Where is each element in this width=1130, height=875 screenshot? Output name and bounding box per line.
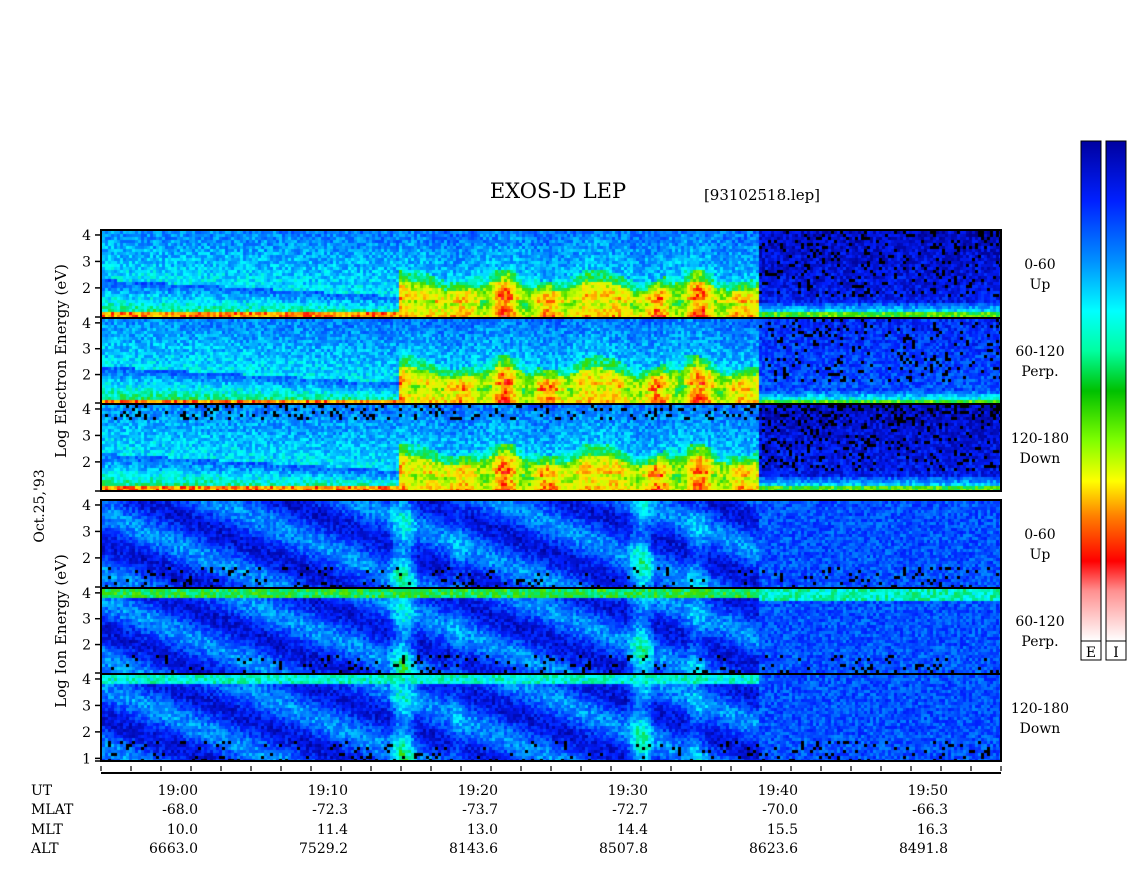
- orbit-row-value: 19:50: [908, 783, 948, 799]
- orbit-row-value: 13.0: [467, 822, 498, 838]
- y-tick-label: 2: [82, 455, 91, 471]
- y-tick-label: 3: [82, 698, 91, 714]
- orbit-row-value: 19:10: [308, 783, 348, 799]
- y-tick-label: 3: [82, 612, 91, 628]
- y-tick-label: 4: [82, 228, 91, 244]
- orbit-row-value: -73.7: [462, 802, 498, 818]
- ion-frame: [100, 499, 1002, 762]
- ion-panel-up: [102, 501, 1000, 587]
- y-tick-label: 2: [82, 725, 91, 741]
- orbit-row-value: -70.0: [762, 802, 798, 818]
- y-tick-label: 4: [82, 672, 91, 688]
- ion-colorbar: [1105, 140, 1127, 642]
- orbit-row-label: MLAT: [31, 802, 74, 818]
- orbit-row-label: MLT: [31, 822, 63, 838]
- orbit-row-label: ALT: [30, 841, 59, 857]
- orbit-row-value: 19:00: [158, 783, 198, 799]
- y-tick-label: 1: [82, 751, 91, 767]
- direction-label: Perp.: [1021, 634, 1058, 650]
- orbit-row-value: 19:40: [758, 783, 798, 799]
- orbit-row-value: 8491.8: [899, 841, 948, 857]
- orbit-row-value: 6663.0: [149, 841, 198, 857]
- ion-panel-perp: [102, 589, 1000, 673]
- pitch-angle-label: 0-60: [1024, 257, 1055, 273]
- orbit-row-value: -72.7: [612, 802, 648, 818]
- y-tick-label: 4: [82, 316, 91, 332]
- direction-label: Up: [1030, 277, 1051, 293]
- direction-label: Down: [1020, 721, 1061, 737]
- orbit-row-value: 8143.6: [449, 841, 498, 857]
- ion-ylabel: Log Ion Energy (eV): [52, 554, 70, 708]
- pitch-angle-label: 120-180: [1011, 431, 1069, 447]
- colorbar-e-label: E: [1086, 645, 1096, 661]
- orbit-row-value: 8623.6: [749, 841, 798, 857]
- electron-ylabel: Log Electron Energy (eV): [52, 264, 70, 458]
- y-tick-label: 4: [82, 498, 91, 514]
- orbit-row-value: 7529.2: [299, 841, 348, 857]
- y-tick-label: 2: [82, 281, 91, 297]
- electron-frame: [100, 229, 1002, 492]
- y-tick-label: 3: [82, 254, 91, 270]
- orbit-row-value: 8507.8: [599, 841, 648, 857]
- orbit-row-label: UT: [31, 783, 53, 799]
- y-tick-label: 2: [82, 551, 91, 567]
- y-tick-label: 3: [82, 342, 91, 358]
- orbit-row-value: 16.3: [917, 822, 948, 838]
- direction-label: Down: [1020, 451, 1061, 467]
- electron-panel-up: [102, 231, 1000, 317]
- orbit-row-value: -66.3: [912, 802, 948, 818]
- orbit-row-value: 11.4: [317, 822, 348, 838]
- y-tick-label: 4: [82, 402, 91, 418]
- electron-panel-perp: [102, 319, 1000, 403]
- y-tick-label: 3: [82, 524, 91, 540]
- pitch-angle-label: 60-120: [1015, 344, 1064, 360]
- ion-panel-down: [102, 675, 1000, 761]
- orbit-row-value: 14.4: [617, 822, 648, 838]
- orbit-row-value: 19:30: [608, 783, 648, 799]
- date-label: Oct.25,'93: [32, 469, 48, 542]
- electron-panel-down: [102, 405, 1000, 491]
- y-tick-label: 4: [82, 586, 91, 602]
- y-tick-label: 2: [82, 368, 91, 384]
- figure-title: EXOS-D LEP: [490, 179, 626, 203]
- direction-label: Up: [1030, 547, 1051, 563]
- pitch-angle-label: 120-180: [1011, 701, 1069, 717]
- pitch-angle-label: 0-60: [1024, 527, 1055, 543]
- y-tick-label: 2: [82, 638, 91, 654]
- orbit-row-value: -68.0: [162, 802, 198, 818]
- electron-colorbar: [1080, 140, 1102, 642]
- orbit-row-value: 10.0: [167, 822, 198, 838]
- orbit-row-value: 19:20: [458, 783, 498, 799]
- colorbar-i-label: I: [1113, 645, 1119, 661]
- y-tick-label: 3: [82, 428, 91, 444]
- direction-label: Perp.: [1021, 364, 1058, 380]
- pitch-angle-label: 60-120: [1015, 614, 1064, 630]
- orbit-row-value: 15.5: [767, 822, 798, 838]
- file-label: [93102518.lep]: [704, 186, 820, 204]
- orbit-row-value: -72.3: [312, 802, 348, 818]
